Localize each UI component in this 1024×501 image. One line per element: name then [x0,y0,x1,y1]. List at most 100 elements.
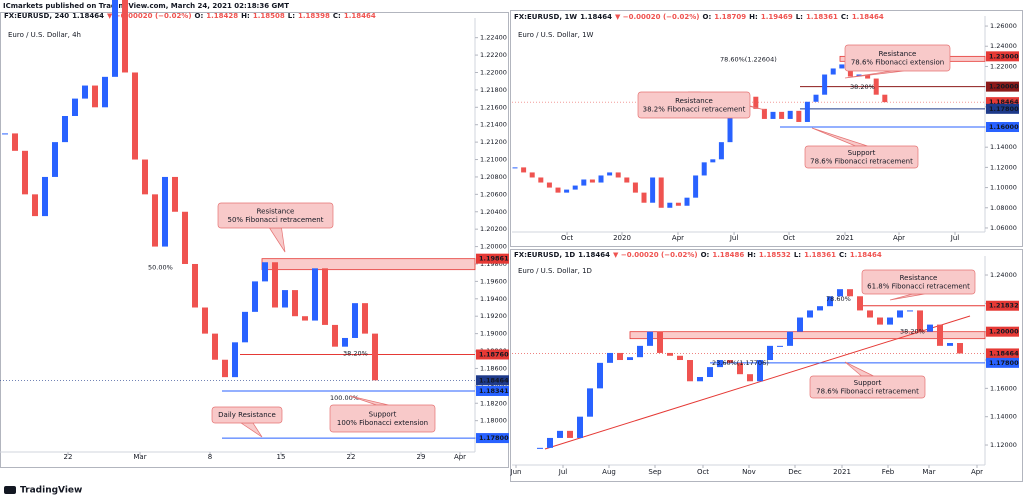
fib-label: 38.20% [850,83,875,91]
y-tick-label: 1.18200 [480,399,507,407]
callout-box [861,269,976,295]
y-tick-label: 1.20600 [480,190,507,198]
candle [512,167,518,169]
callout-box [329,404,436,433]
panel-frame [0,12,509,468]
candle [667,352,673,356]
price-tag [986,122,1019,133]
trend-line [544,315,971,450]
candle [322,268,328,325]
candle [865,74,871,79]
candle [877,317,883,325]
candle [807,310,813,318]
symbol-item: L: [796,13,803,21]
candle [907,310,913,312]
callout-text: 38.2% Fibonacci retracement [643,105,746,113]
candle [675,202,681,206]
symbol-item: L: [794,251,801,259]
x-tick-label: 8 [208,453,212,461]
callout-text: 61.8% Fibonacci retracement [867,282,970,290]
candle [22,150,28,195]
price-tag-label: 1.19861 [479,255,509,263]
symbol-item: 1.18486 [712,251,744,259]
price-tag-label: 1.20000 [989,328,1019,336]
x-tick-label: 2021 [833,468,851,476]
callout-text: 78.6% Fibonacci extension [851,58,944,66]
candle [32,194,38,217]
brand-logo [4,486,16,494]
candle [684,197,690,206]
candle [873,78,879,95]
callout-text: Support [848,149,876,157]
candle [937,324,943,346]
price-tag [986,326,1019,337]
candle [767,345,773,361]
candle [2,133,8,135]
x-tick-label: 2021 [836,234,854,242]
y-tick-label: 1.14000 [990,143,1017,151]
symbol-line: FX:EURUSD, 1W 1.18464 ▼ −0.00020 (−0.02%) O… [514,13,884,21]
candle [857,296,863,311]
candle [262,262,268,282]
y-tick-label: 1.18600 [480,364,507,372]
candle [564,189,570,193]
y-tick-label: 1.19800 [480,260,507,268]
y-tick-label: 1.18400 [480,382,507,390]
candle [753,96,759,109]
candle [822,74,828,95]
symbol-item: 1.18361 [804,251,836,259]
y-tick-label: 1.24000 [990,42,1017,50]
candle [112,0,118,77]
candle [917,310,923,332]
symbol-item: 1.18464 [852,13,884,21]
candle [72,98,78,117]
price-tag [476,253,509,264]
candle [42,176,48,217]
callout-box [804,145,919,169]
callout-text: 78.6% Fibonacci retracement [816,387,919,395]
symbol-item: FX:EURUSD, 1D [514,251,575,259]
price-tag-label: 1.17800 [989,105,1019,113]
candle [202,307,208,334]
y-tick-label: 1.14000 [990,413,1017,421]
candle [632,182,638,193]
y-tick-label: 1.20200 [480,225,507,233]
x-tick-label: Aug [602,468,616,476]
candle [797,317,803,332]
symbol-item: 1.18428 [206,12,238,20]
callout-text: Daily Resistance [218,411,276,419]
candle [52,142,58,177]
x-tick-label: Oct [783,234,795,242]
x-tick-label: Jul [729,234,739,242]
price-tag-label: 1.16000 [989,123,1019,131]
x-tick-label: 22 [64,453,73,461]
candle [737,362,743,375]
candle [796,110,802,122]
symbol-item: ▼ −0.00020 (−0.02%) [107,12,192,20]
y-tick-label: 1.21200 [480,138,507,146]
y-tick-label: 1.19000 [480,330,507,338]
candle [352,303,358,338]
price-tag-label: 1.23000 [989,52,1019,60]
candle [597,362,603,389]
candle [867,310,873,318]
candle [362,303,368,334]
candle [947,343,953,346]
candle [657,331,663,353]
chart-subtitle: Euro / U.S. Dollar, 1D [518,267,592,275]
symbol-item: FX:EURUSD, 240 [4,12,69,20]
fib-label: 38.20% [343,350,368,358]
price-tag [476,375,509,386]
candle [172,176,178,212]
symbol-item: C: [839,251,847,259]
candle [757,360,763,382]
x-tick-label: Dec [788,468,802,476]
candle [312,268,318,321]
x-tick-label: Apr [893,234,905,242]
symbol-item: O: [701,251,710,259]
candle [567,430,573,438]
symbol-item: O: [703,13,712,21]
candle [667,202,673,208]
x-tick-label: Apr [971,468,983,476]
